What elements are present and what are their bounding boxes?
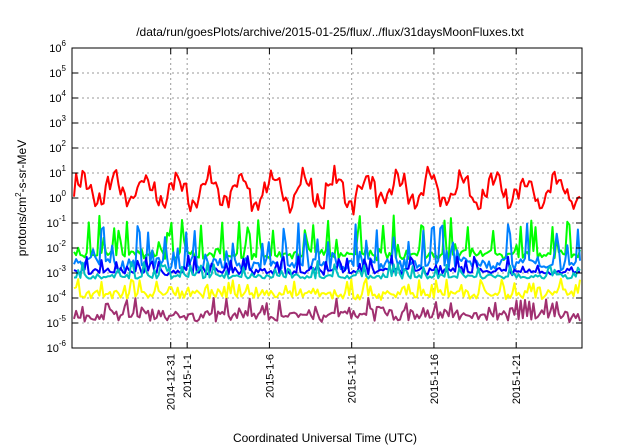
x-tick-label: 2015-1-11 bbox=[347, 354, 359, 403]
y-axis-label: protons/cm2-s-sr-MeV bbox=[14, 140, 29, 256]
x-tick-label: 2015-1-6 bbox=[264, 354, 276, 398]
y-tick-label: 105 bbox=[49, 64, 66, 80]
flux-series-line bbox=[73, 254, 581, 277]
y-tick-label: 102 bbox=[49, 139, 66, 155]
y-tick-label: 10-6 bbox=[47, 339, 67, 355]
x-axis: 2014-12-31 2015-1-1 2015-1-6 2015-1-11 2015-… bbox=[166, 48, 523, 410]
flux-series-line bbox=[74, 260, 581, 280]
flux-series-line bbox=[73, 164, 581, 216]
y-tick-label: 100 bbox=[49, 189, 66, 205]
y-tick-label: 10-1 bbox=[47, 214, 67, 230]
series-layer bbox=[73, 164, 581, 324]
y-tick-label: 101 bbox=[49, 164, 66, 180]
y-tick-label: 10-2 bbox=[47, 239, 67, 255]
chart-title: /data/run/goesPlots/archive/2015-01-25/f… bbox=[136, 25, 524, 39]
y-tick-label: 106 bbox=[49, 39, 66, 55]
flux-series-line bbox=[73, 297, 581, 324]
flux-series-line bbox=[73, 222, 581, 273]
y-tick-label: 10-3 bbox=[47, 264, 67, 280]
grid bbox=[72, 48, 582, 348]
y-axis: 10-6 10-5 10-4 10-3 10-2 10-1 100 101 102 103 104 1… bbox=[47, 39, 582, 355]
y-tick-label: 104 bbox=[49, 89, 66, 105]
y-tick-label: 103 bbox=[49, 114, 66, 130]
y-tick-label: 10-4 bbox=[47, 289, 67, 305]
x-tick-label: 2015-1-16 bbox=[429, 354, 441, 404]
flux-series-line bbox=[73, 214, 581, 262]
y-tick-label: 10-5 bbox=[47, 314, 67, 330]
x-tick-label: 2014-12-31 bbox=[166, 354, 178, 410]
flux-series-line bbox=[73, 277, 581, 301]
x-tick-label: 2015-1-1 bbox=[182, 354, 194, 398]
x-tick-label: 2015-1-21 bbox=[511, 354, 523, 404]
x-axis-label: Coordinated Universal Time (UTC) bbox=[233, 431, 417, 445]
